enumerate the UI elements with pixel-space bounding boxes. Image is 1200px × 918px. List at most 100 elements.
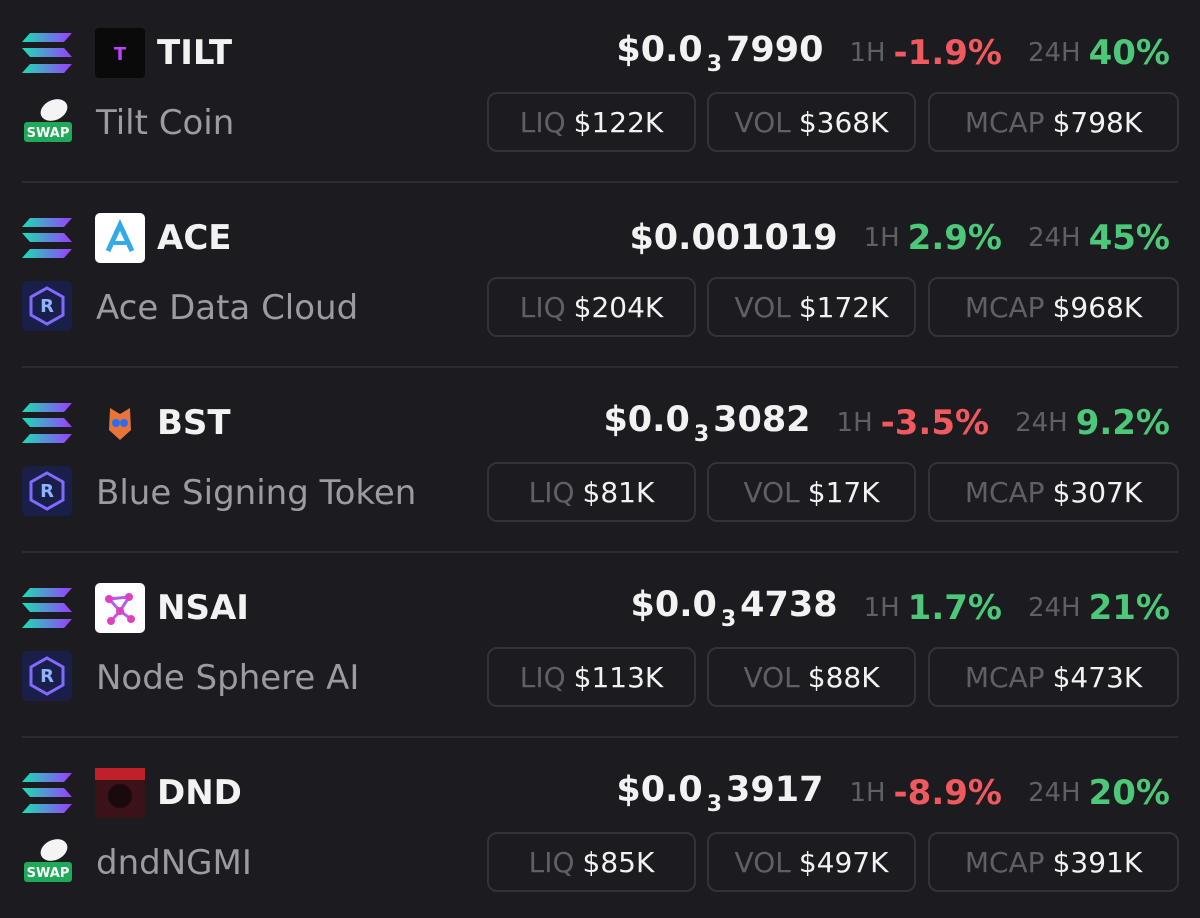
token-row[interactable]: SWAP DND dndNGMI $0.0 3 3917 1H -8.9% 24H 20% LIQ $… <box>0 738 1200 918</box>
stat-box: LIQ $122K <box>487 92 696 152</box>
price: $0.0 3 4738 <box>630 585 837 632</box>
change: 9.2% <box>1075 403 1170 443</box>
stat-value: $17K <box>807 475 880 509</box>
svg-text:R: R <box>40 296 54 317</box>
stat-box: VOL $17K <box>707 462 916 522</box>
price-line: $0.001019 1H 2.9% 24H 45% <box>629 213 1170 263</box>
stat-value: $85K <box>582 845 655 879</box>
price-text: $0.001019 <box>629 218 838 258</box>
stat-value: $204K <box>573 290 664 324</box>
change: 21% <box>1088 588 1170 628</box>
dex-icon: R <box>22 651 72 705</box>
stat-box: LIQ $113K <box>487 647 696 707</box>
stat-box: MCAP $798K <box>928 92 1179 152</box>
stat-value: $497K <box>798 845 889 879</box>
price-line: $0.0 3 4738 1H 1.7% 24H 21% <box>630 583 1170 633</box>
stat-value: $968K <box>1052 290 1143 324</box>
change-label: 1H <box>849 778 886 808</box>
token-symbol: TILT <box>157 33 233 73</box>
token-symbol: ACE <box>157 218 232 258</box>
stat-box: LIQ $204K <box>487 277 696 337</box>
change-label: 1H <box>849 38 886 68</box>
token-symbol: BST <box>157 403 231 443</box>
token-logo-svg <box>95 768 145 818</box>
stat-value: $798K <box>1052 105 1143 139</box>
change-label: 24H <box>1027 593 1081 623</box>
dex-icon: R <box>22 281 72 335</box>
stat-box: LIQ $81K <box>487 462 696 522</box>
stat-box: VOL $88K <box>707 647 916 707</box>
stat-label: LIQ <box>528 845 575 879</box>
token-logo-svg <box>95 213 145 263</box>
token-name: Node Sphere AI <box>96 658 360 698</box>
token-row[interactable]: R NSAI Node Sphere AI $0.0 3 4738 1H 1.7% 24H 21%… <box>0 553 1200 738</box>
stat-label: LIQ <box>528 475 575 509</box>
chain-icon-svg <box>22 773 72 813</box>
dex-label: SWAP <box>27 866 70 881</box>
stat-box: VOL $497K <box>707 832 916 892</box>
svg-text:R: R <box>40 666 54 687</box>
stat-label: MCAP <box>964 290 1045 324</box>
chain-icon <box>22 218 72 262</box>
token-symbol: NSAI <box>157 588 249 628</box>
stat-value: $172K <box>798 290 889 324</box>
price: $0.0 3 3917 <box>616 770 823 817</box>
stat-label: MCAP <box>964 105 1045 139</box>
stat-box: MCAP $968K <box>928 277 1179 337</box>
stat-label: LIQ <box>519 105 566 139</box>
chain-icon <box>22 773 72 817</box>
stat-label: MCAP <box>964 475 1045 509</box>
svg-text:R: R <box>40 481 54 502</box>
separator <box>22 366 1178 368</box>
price-line: $0.0 3 3082 1H -3.5% 24H 9.2% <box>603 398 1170 448</box>
price: $0.0 3 3082 <box>603 400 810 447</box>
change: -3.5% <box>880 403 990 443</box>
change: 45% <box>1088 218 1170 258</box>
separator <box>22 736 1178 738</box>
price-zeros: 3 <box>706 791 723 817</box>
change-label: 1H <box>863 593 900 623</box>
stat-label: VOL <box>734 105 791 139</box>
price: $0.0 3 7990 <box>616 30 823 77</box>
token-row[interactable]: T SWAP TILT Tilt Coin $0.0 3 7990 1H -1.9% 24H 40%… <box>0 0 1200 183</box>
chain-icon <box>22 588 72 632</box>
token-logo-svg <box>109 408 131 440</box>
dex-icon-svg: R <box>22 651 72 701</box>
price-line: $0.0 3 3917 1H -8.9% 24H 20% <box>616 768 1170 818</box>
stat-value: $113K <box>573 660 664 694</box>
token-logo: T <box>95 28 145 78</box>
dex-icon: SWAP <box>22 836 74 890</box>
dex-icon: R <box>22 466 72 520</box>
stat-label: VOL <box>743 660 800 694</box>
chain-icon-svg <box>22 588 72 628</box>
stat-label: MCAP <box>964 845 1045 879</box>
change-label: 1H <box>863 223 900 253</box>
stat-label: VOL <box>734 845 791 879</box>
price-digits: 7990 <box>726 29 824 70</box>
token-row[interactable]: R ACE Ace Data Cloud $0.001019 1H 2.9% 24H 45% L… <box>0 183 1200 368</box>
stat-label: LIQ <box>519 660 566 694</box>
token-logo <box>95 768 145 818</box>
change-label: 24H <box>1027 38 1081 68</box>
stat-label: LIQ <box>519 290 566 324</box>
change: 1.7% <box>907 588 1002 628</box>
stat-value: $122K <box>573 105 664 139</box>
token-row[interactable]: R BST Blue Signing Token $0.0 3 3082 1H -3.5% 24… <box>0 368 1200 553</box>
chain-icon <box>22 33 72 77</box>
chain-icon-svg <box>22 403 72 443</box>
dex-icon-svg: R <box>22 466 72 516</box>
dex-icon-svg: R <box>22 281 72 331</box>
price-prefix: $0.0 <box>616 769 703 810</box>
price: $0.001019 <box>629 218 837 258</box>
token-logo <box>95 583 145 633</box>
stat-box: MCAP $473K <box>928 647 1179 707</box>
stat-value: $473K <box>1052 660 1143 694</box>
change: 20% <box>1088 773 1170 813</box>
stat-box: MCAP $307K <box>928 462 1179 522</box>
change-label: 1H <box>836 408 873 438</box>
token-name: Blue Signing Token <box>96 473 417 513</box>
price-digits: 3082 <box>713 399 811 440</box>
token-logo-svg <box>95 583 145 633</box>
price-prefix: $0.0 <box>630 584 717 625</box>
